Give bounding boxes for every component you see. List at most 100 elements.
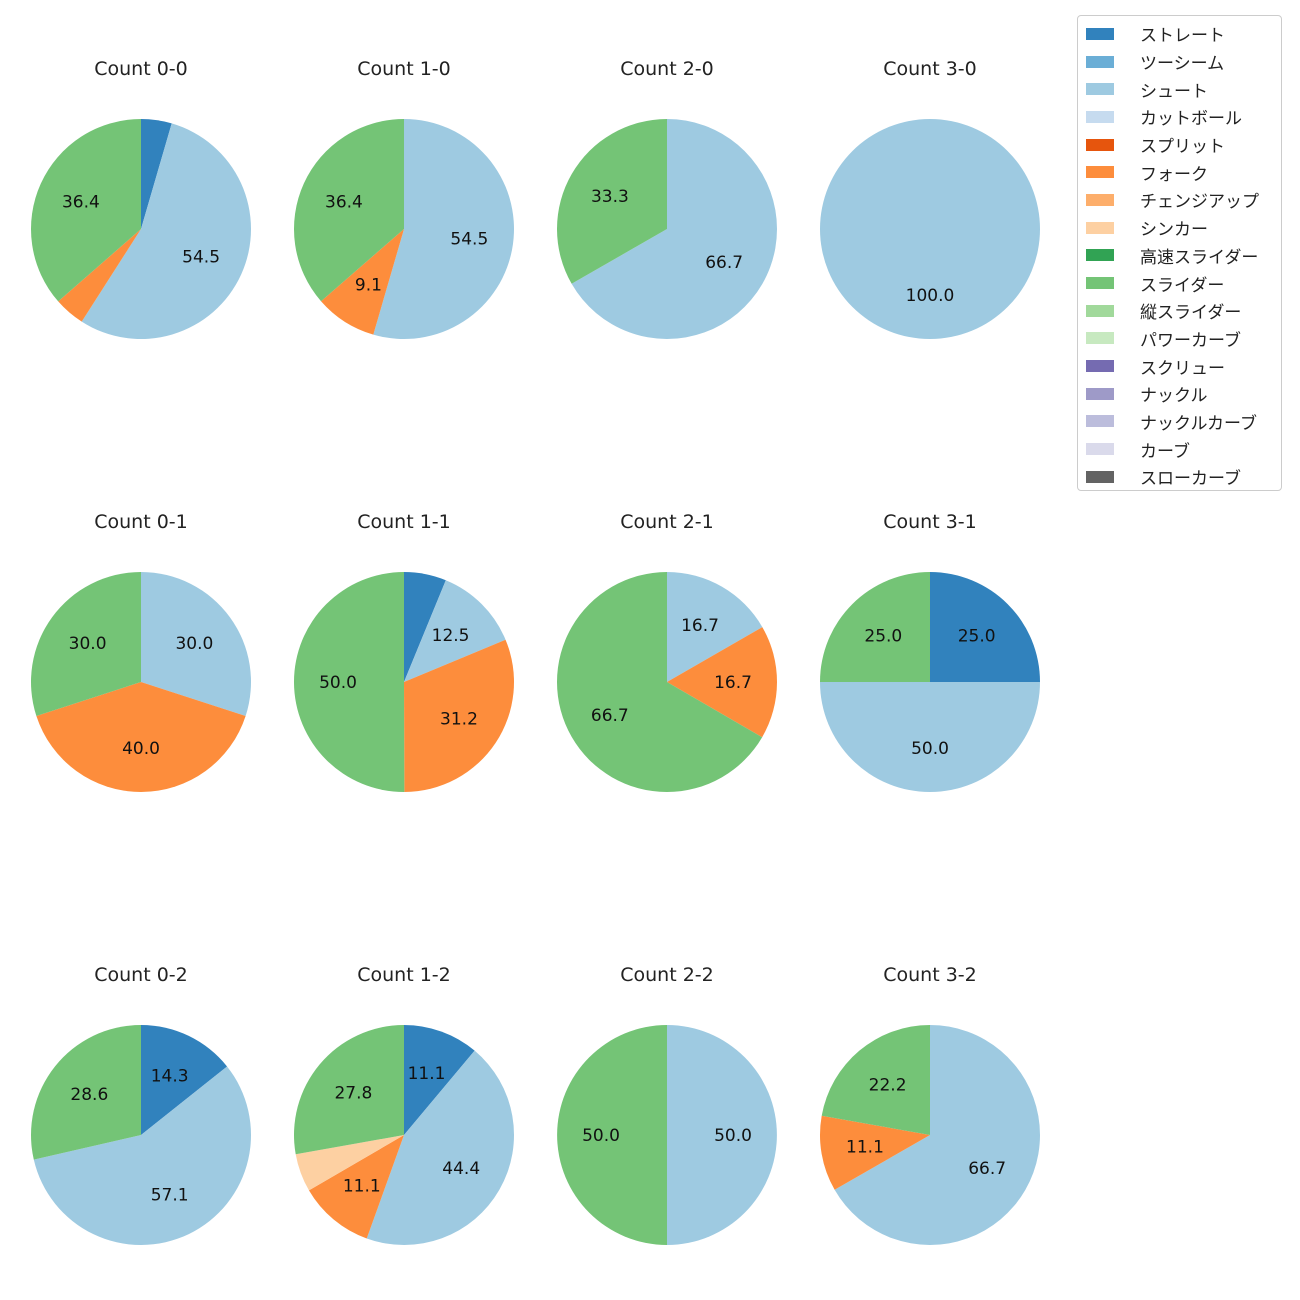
pie-slice <box>834 1025 1040 1245</box>
pie-slice <box>321 229 404 335</box>
legend: ストレート ツーシーム シュート カットボール スプリット フォーク チェンジアップ シンカー… <box>1077 15 1282 491</box>
legend-swatch <box>1086 55 1114 68</box>
pie-slice <box>667 1025 777 1245</box>
legend-label: ナックル <box>1140 386 1208 407</box>
legend-item: スクリュー <box>1078 352 1281 380</box>
pie-slice <box>141 572 251 716</box>
legend-swatch <box>1086 166 1114 179</box>
pie-slice <box>557 1025 667 1245</box>
pie-slice <box>557 572 763 792</box>
legend-swatch <box>1086 277 1114 290</box>
legend-swatch <box>1086 304 1114 317</box>
pie-slice <box>30 572 142 716</box>
legend-swatch <box>1086 27 1114 40</box>
pie-slice <box>820 682 1040 792</box>
legend-swatch <box>1086 443 1114 456</box>
slice-label: 50.0 <box>714 1126 752 1146</box>
legend-item: ナックルカーブ <box>1078 408 1281 436</box>
pie-slice <box>930 572 1040 682</box>
legend-item: ナックル <box>1078 380 1281 408</box>
pie-slice <box>295 1135 404 1191</box>
legend-label: カーブ <box>1140 441 1190 462</box>
slice-label: 50.0 <box>319 673 357 693</box>
legend-swatch <box>1086 415 1114 428</box>
slice-label: 66.7 <box>705 253 743 273</box>
legend-swatch <box>1086 110 1114 123</box>
slice-label: 36.4 <box>325 193 363 213</box>
legend-item: チェンジアップ <box>1078 186 1281 214</box>
pie-slice <box>141 119 172 229</box>
legend-label: フォーク <box>1140 164 1208 185</box>
slice-label: 30.0 <box>175 634 213 654</box>
pie-slice <box>31 119 141 302</box>
pie-title: Count 2-2 <box>620 964 714 986</box>
pie-slice <box>404 1025 475 1135</box>
legend-swatch <box>1086 193 1114 206</box>
pie-title: Count 1-0 <box>357 58 451 80</box>
pie-title: Count 2-1 <box>620 511 714 533</box>
slice-label: 9.1 <box>355 276 382 296</box>
pie-title: Count 1-1 <box>357 511 451 533</box>
pie-slice <box>404 572 446 682</box>
slice-label: 27.8 <box>334 1084 372 1104</box>
slice-label: 16.7 <box>714 673 752 693</box>
pie-slice <box>820 1115 930 1190</box>
pie-slice <box>81 123 251 339</box>
slice-label: 57.1 <box>151 1185 189 1205</box>
legend-swatch <box>1086 138 1114 151</box>
legend-swatch <box>1086 221 1114 234</box>
legend-item: パワーカーブ <box>1078 325 1281 353</box>
legend-swatch <box>1086 387 1114 400</box>
legend-label: 高速スライダー <box>1140 247 1259 268</box>
legend-item: カットボール <box>1078 103 1281 131</box>
legend-swatch <box>1086 360 1114 373</box>
pie-slice <box>404 580 506 682</box>
legend-item: スプリット <box>1078 131 1281 159</box>
legend-label: スライダー <box>1140 275 1225 296</box>
pie-slice <box>556 119 667 284</box>
pie-slice <box>667 627 777 738</box>
slice-label: 66.7 <box>591 706 629 726</box>
pie-slice <box>141 1025 228 1135</box>
legend-item: フォーク <box>1078 158 1281 186</box>
slice-label: 12.5 <box>432 626 470 646</box>
slice-label: 25.0 <box>958 626 996 646</box>
slice-label: 11.1 <box>343 1177 381 1197</box>
slice-label: 100.0 <box>906 286 955 306</box>
legend-label: ナックルカーブ <box>1140 413 1257 434</box>
slice-label: 54.5 <box>182 247 220 267</box>
legend-swatch <box>1086 249 1114 262</box>
slice-label: 16.7 <box>681 616 719 636</box>
pie-title: Count 1-2 <box>357 964 451 986</box>
slice-label: 31.2 <box>440 710 478 730</box>
slice-label: 33.3 <box>591 187 629 207</box>
pie-slice <box>820 119 1040 339</box>
pie-title: Count 3-0 <box>883 58 977 80</box>
legend-item: 縦スライダー <box>1078 297 1281 325</box>
pie-slice <box>571 119 777 339</box>
slice-label: 28.6 <box>70 1085 108 1105</box>
pie-slice <box>820 572 930 682</box>
legend-item: ストレート <box>1078 20 1281 48</box>
slice-label: 44.4 <box>442 1159 480 1179</box>
slice-label: 14.3 <box>151 1067 189 1087</box>
slice-label: 40.0 <box>122 739 160 759</box>
pie-slice <box>293 572 405 793</box>
legend-swatch <box>1086 332 1114 345</box>
pie-slice <box>821 1025 930 1135</box>
slice-label: 50.0 <box>582 1126 620 1146</box>
legend-label: チェンジアップ <box>1140 192 1259 213</box>
pie-title: Count 0-1 <box>94 511 188 533</box>
legend-item: スライダー <box>1078 269 1281 297</box>
legend-swatch <box>1086 470 1114 483</box>
pie-slice <box>404 639 514 792</box>
legend-item: スローカーブ <box>1078 463 1281 491</box>
pie-slice <box>366 1050 514 1245</box>
legend-label: ツーシーム <box>1140 54 1225 75</box>
pie-title: Count 3-2 <box>883 964 977 986</box>
pie-slice <box>58 229 141 322</box>
slice-label: 66.7 <box>968 1159 1006 1179</box>
slice-label: 11.1 <box>846 1137 884 1157</box>
